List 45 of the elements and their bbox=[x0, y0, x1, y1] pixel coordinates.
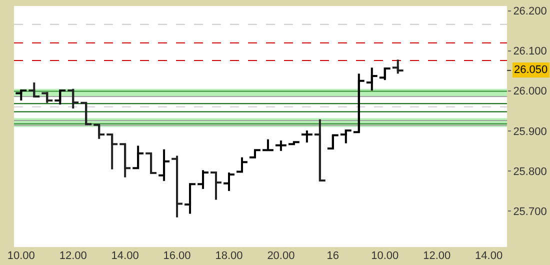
candlestick bbox=[80, 102, 93, 126]
candlestick bbox=[326, 134, 340, 150]
candlestick bbox=[66, 88, 80, 110]
x-tick-label: 14.00 bbox=[111, 250, 139, 262]
x-tick-label: 20.00 bbox=[267, 250, 295, 262]
y-tick-label: 25.900 bbox=[513, 126, 547, 138]
candlestick bbox=[222, 172, 236, 192]
candlestick bbox=[54, 89, 67, 106]
candlestick bbox=[210, 172, 222, 201]
x-tick-label: 10.00 bbox=[7, 250, 35, 262]
candlestick bbox=[28, 81, 41, 98]
x-tick-label: 16.00 bbox=[163, 250, 191, 262]
candlestick bbox=[339, 128, 352, 144]
candlestick bbox=[170, 154, 184, 218]
candlestick bbox=[262, 138, 274, 152]
candlestick bbox=[391, 58, 404, 75]
y-tick-label: 25.700 bbox=[513, 206, 547, 218]
candlestick bbox=[300, 130, 314, 144]
y-tick-label: 26.100 bbox=[513, 46, 547, 58]
y-tick-label: 26.000 bbox=[513, 86, 547, 98]
x-tick-label: 12.00 bbox=[423, 250, 451, 262]
candlestick bbox=[184, 182, 196, 215]
candlestick bbox=[14, 89, 28, 102]
x-tick-label: 14.00 bbox=[475, 250, 503, 262]
candlestick bbox=[378, 66, 392, 82]
x-tick-label: 16 bbox=[326, 250, 340, 262]
candlestick bbox=[158, 148, 170, 182]
y-tick-label: 25.800 bbox=[513, 166, 547, 178]
candlestick bbox=[132, 144, 145, 170]
y-tick-label: 26.200 bbox=[513, 6, 547, 18]
candlestick bbox=[236, 156, 248, 173]
x-tick-label: 18.00 bbox=[215, 250, 243, 262]
candlestick bbox=[196, 169, 210, 190]
candlestick bbox=[118, 143, 132, 178]
candlestick bbox=[313, 118, 326, 182]
x-tick-label: 10.00 bbox=[371, 250, 399, 262]
candlestick bbox=[92, 124, 106, 140]
candlestick bbox=[40, 91, 54, 104]
candlestick bbox=[352, 72, 366, 134]
x-tick-label: 12.00 bbox=[59, 250, 87, 262]
candlestick bbox=[274, 140, 288, 152]
candlestick bbox=[144, 152, 158, 174]
candlestick bbox=[365, 66, 378, 92]
text: 26.050 bbox=[514, 64, 548, 76]
candlestick bbox=[106, 134, 119, 170]
